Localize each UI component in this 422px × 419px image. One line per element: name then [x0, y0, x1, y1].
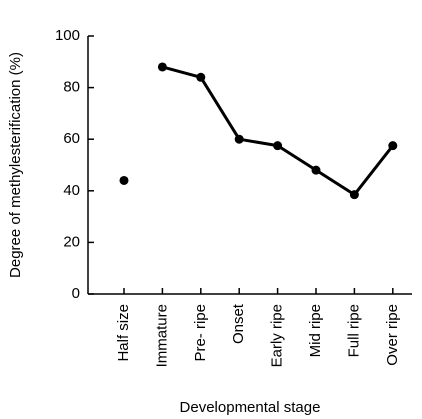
y-tick-label: 80: [63, 79, 80, 96]
y-tick-label: 100: [55, 27, 80, 44]
marker: [157, 62, 167, 72]
y-tick-label: 0: [72, 285, 80, 302]
x-axis-label: Developmental stage: [180, 399, 321, 416]
marker: [234, 134, 244, 144]
y-axis-label: Degree of methylesterification (%): [7, 52, 24, 278]
y-tick-label: 40: [63, 182, 80, 199]
marker: [311, 165, 321, 175]
x-tick-label: Full ripe: [345, 304, 362, 357]
line: [162, 65, 394, 197]
x-tick-label: Over ripe: [384, 304, 401, 366]
x-tick-label: Pre- ripe: [192, 304, 209, 362]
marker: [196, 72, 206, 82]
y-tick-label: 20: [63, 233, 80, 250]
y-tick-label: 60: [63, 130, 80, 147]
x-tick-label: Half size: [115, 304, 132, 362]
marker: [119, 175, 129, 185]
x-tick-label: Early ripe: [269, 304, 286, 367]
marker: [349, 190, 359, 200]
marker: [273, 141, 283, 151]
x-tick-label: Onset: [230, 303, 247, 344]
marker: [388, 141, 398, 151]
x-tick-label: Mid ripe: [307, 304, 324, 357]
x-tick-label: Immature: [153, 304, 170, 367]
